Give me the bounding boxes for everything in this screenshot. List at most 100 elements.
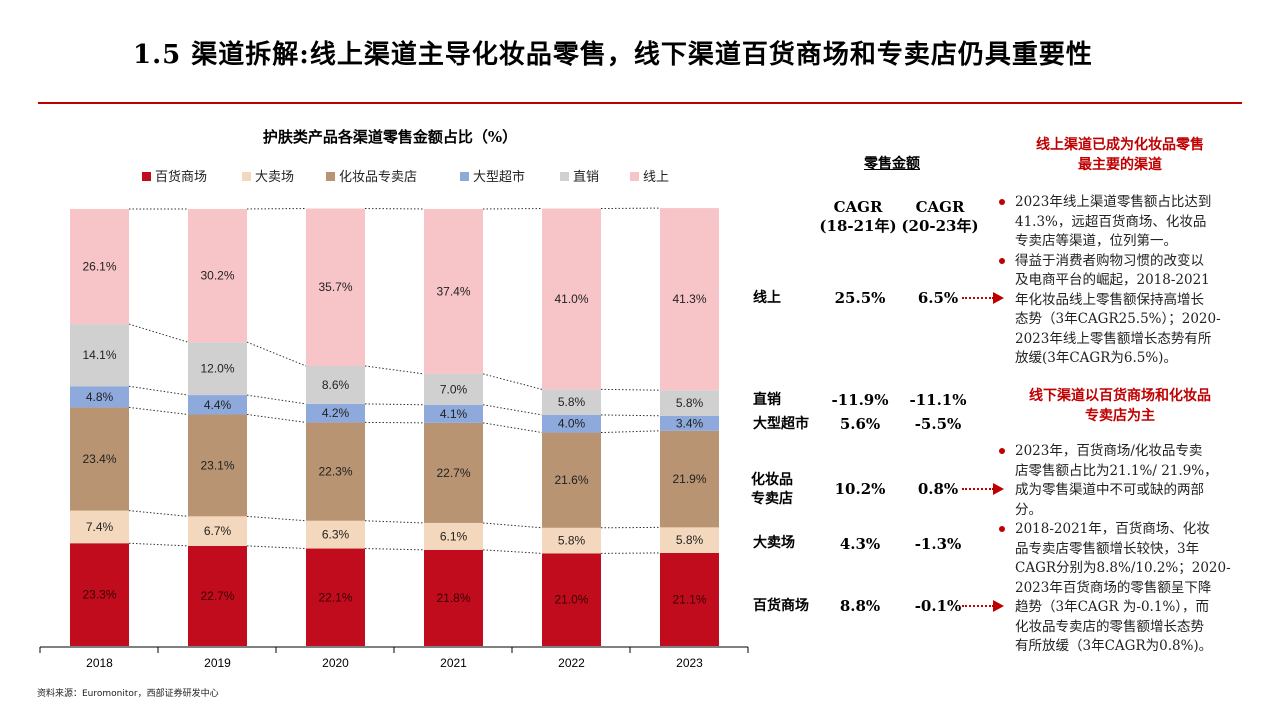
bar-supermarket-2020	[306, 403, 365, 423]
source-note: 资料来源：Euromonitor，西部证券研发中心	[37, 689, 219, 699]
data-label-cosmetics-store-2020: 22.3%	[318, 465, 352, 479]
data-label-department-store-2018: 23.3%	[82, 588, 116, 602]
offline-bullet-2-line4: 2023年百货商场的零售额呈下降	[1015, 579, 1212, 596]
bar-hypermarket-2021	[424, 522, 483, 550]
bar-cosmetics-store-2023	[660, 430, 719, 528]
connector-cosmetics-store-4	[600, 430, 661, 434]
data-label-cosmetics-store-2018: 23.4%	[82, 452, 116, 466]
x-tick-label-2019: 2019	[204, 656, 231, 670]
legend-swatch-online	[630, 172, 639, 181]
title-divider	[38, 102, 1242, 104]
bar-supermarket-2018	[70, 386, 129, 408]
offline-bullet-2-line1: 2018-2021年，百货商场、化妆	[1015, 521, 1210, 537]
data-label-online-2018: 26.1%	[82, 260, 116, 274]
row-label-department-store: 百货商场	[753, 598, 809, 614]
legend-swatch-direct-sales	[560, 172, 569, 181]
bar-online-2019	[188, 208, 247, 343]
x-tick-label-2021: 2021	[440, 656, 467, 670]
bar-cosmetics-store-2020	[306, 422, 365, 521]
arrow-online	[962, 292, 1004, 304]
online-heading: 线上渠道已成为化妆品零售 最主要的渠道	[1005, 135, 1235, 175]
offline-bullet-1-line1: 2023年，百货商场/化妆品专卖	[1015, 443, 1203, 459]
offline-bullet-1-line2: 店零售额占比为21.1%/ 21.9%，	[1015, 462, 1218, 479]
data-label-online-2020: 35.7%	[318, 280, 352, 294]
data-label-hypermarket-2021: 6.1%	[440, 529, 468, 543]
legend-label-department-store: 百货商场	[155, 169, 207, 185]
arrow-department-store	[962, 600, 1004, 612]
online-bullet-2-line4: 态势（3年CAGR25.5%）；2020-	[1015, 311, 1221, 327]
connector-department-store-0	[128, 542, 189, 547]
connector-supermarket-0	[128, 385, 189, 396]
row-label-cosmetics-store-line2: 专卖店	[751, 491, 793, 507]
online-bullet-2-line2: 及电商平台的崛起，2018-2021	[1015, 272, 1210, 288]
x-tick-label-2018: 2018	[86, 656, 113, 670]
bar-department-store-2022	[542, 553, 601, 646]
connector-department-store-2	[364, 548, 425, 551]
data-label-online-2021: 37.4%	[436, 284, 470, 298]
x-tick-label-2022: 2022	[558, 656, 585, 670]
connector-department-store-3	[482, 549, 543, 554]
bar-online-2022	[542, 208, 601, 390]
offline-bullet-1-line4: 分。	[1015, 501, 1042, 518]
bar-direct-sales-2023	[660, 390, 719, 416]
bar-department-store-2019	[188, 545, 247, 646]
data-label-online-2022: 41.0%	[554, 292, 588, 306]
bar-hypermarket-2019	[188, 516, 247, 546]
bar-cosmetics-store-2021	[424, 422, 483, 523]
data-label-cosmetics-store-2023: 21.9%	[672, 472, 706, 486]
legend-label-cosmetics-store: 化妆品专卖店	[339, 170, 417, 185]
data-label-supermarket-2019: 4.4%	[204, 398, 232, 412]
offline-bullet-2-line6: 化妆品专卖店的零售额增长态势	[1015, 618, 1204, 635]
row-label-hypermarket: 大卖场	[753, 535, 795, 551]
cagr-online-18-21: 25.5%	[834, 289, 886, 307]
bar-direct-sales-2018	[70, 324, 129, 387]
online-bullet-2-line6: 放缓(3年CAGR为6.5%)。	[1015, 350, 1177, 366]
offline-bullet-2-line2: 品专卖店零售额增长较快，3年	[1015, 540, 1200, 557]
data-label-online-2023: 41.3%	[672, 292, 706, 306]
data-label-department-store-2021: 21.8%	[436, 591, 470, 605]
cagr-supermarket-18-21: 5.6%	[839, 415, 881, 433]
data-label-supermarket-2020: 4.2%	[322, 406, 350, 420]
bar-hypermarket-2018	[70, 510, 129, 544]
bar-direct-sales-2019	[188, 342, 247, 396]
legend-label-supermarket: 大型超市	[473, 169, 525, 185]
cagr-20-23-header-line1: CAGR	[915, 198, 965, 216]
bar-direct-sales-2020	[306, 365, 365, 404]
online-bullet-1: 2023年线上渠道零售额占比达到 41.3%，远超百货商场、化妆品 专卖店等渠道…	[997, 193, 1247, 252]
cagr-hypermarket-18-21: 4.3%	[839, 535, 881, 553]
bar-direct-sales-2022	[542, 389, 601, 415]
connector-cosmetics-store-3	[482, 422, 543, 434]
cagr-supermarket-20-23: -5.5%	[914, 415, 962, 433]
data-label-department-store-2020: 22.1%	[318, 590, 352, 604]
legend-label-direct-sales: 直销	[573, 170, 599, 185]
cagr-18-21-header: CAGR (18-21年)	[818, 198, 898, 236]
bar-supermarket-2019	[188, 395, 247, 415]
online-bullets: 2023年线上渠道零售额占比达到 41.3%，远超百货商场、化妆品 专卖店等渠道…	[997, 193, 1247, 369]
cagr-hypermarket-20-23: -1.3%	[914, 535, 962, 553]
cagr-20-23-header: CAGR (20-23年)	[900, 198, 980, 236]
bar-online-2018	[70, 208, 129, 325]
cagr-department-18-21: 8.8%	[839, 597, 881, 615]
bar-online-2020	[306, 208, 365, 366]
data-label-department-store-2022: 21.0%	[554, 593, 588, 607]
cagr-18-21-header-line2: (18-21年)	[819, 217, 897, 235]
connector-supermarket-3	[482, 404, 543, 416]
bar-department-store-2018	[70, 543, 129, 646]
offline-bullets: 2023年，百货商场/化妆品专卖 店零售额占比为21.1%/ 21.9%， 成为…	[997, 442, 1247, 657]
chart-title: 护肤类产品各渠道零售金额占比（%）	[263, 128, 517, 146]
connector-direct-sales-3	[482, 373, 543, 390]
cagr-20-23-header-line2: (20-23年)	[901, 217, 979, 235]
offline-bullet-2: 2018-2021年，百货商场、化妆 品专卖店零售额增长较快，3年 CAGR分别…	[997, 520, 1247, 657]
online-heading-line1: 线上渠道已成为化妆品零售	[1036, 137, 1204, 153]
connector-hypermarket-1	[246, 515, 307, 522]
bar-cosmetics-store-2018	[70, 407, 129, 511]
data-label-supermarket-2018: 4.8%	[86, 390, 114, 404]
data-label-direct-sales-2023: 5.8%	[676, 396, 704, 410]
data-label-supermarket-2021: 4.1%	[440, 407, 468, 421]
bar-cosmetics-store-2019	[188, 414, 247, 517]
x-tick-label-2020: 2020	[322, 656, 349, 670]
cagr-18-21-header-line1: CAGR	[833, 198, 883, 216]
offline-bullet-2-line3: CAGR分别为8.8%/10.2%；2020-	[1015, 560, 1231, 576]
offline-bullet-1: 2023年，百货商场/化妆品专卖 店零售额占比为21.1%/ 21.9%， 成为…	[997, 442, 1247, 520]
online-bullet-1-line3: 专卖店等渠道，位列第一。	[1015, 233, 1177, 249]
